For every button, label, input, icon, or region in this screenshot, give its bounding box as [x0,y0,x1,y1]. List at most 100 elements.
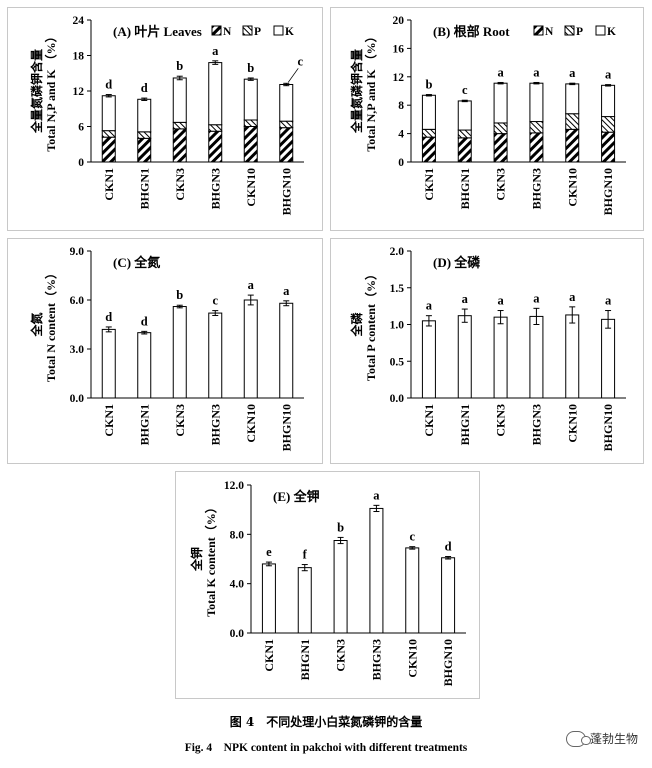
chart-svg-A: 0 6 12 18 24 (A) 叶片 Leaves 全量氮磷钾含量 Total N,P an… [29,15,304,215]
significance-letter: a [373,488,380,502]
bar [493,316,508,399]
x-category-label: BHGN10 [601,404,615,451]
chart-panel-total-n: 0.0 3.0 6.0 9.0 (C) 全氮 全氮 Total N content（%） d C… [7,238,323,464]
chart-panel-total-k: 0.0 4.0 8.0 12.0 (E) 全钾 全钾 Total K content（%） e… [175,471,480,699]
significance-letter: b [176,288,183,302]
y-tick-label: 0.0 [230,628,245,640]
y-tick-label: 16 [393,43,405,55]
bar-segment-n [565,128,580,163]
bar-segment-n [493,133,508,163]
x-category-label: BHGN1 [298,639,312,680]
bar-segment-p [601,116,616,133]
significance-letter: a [462,292,469,306]
chart-title: (D) 全磷 [433,255,481,270]
x-category-label: BHGN3 [208,168,222,209]
wechat-icon [565,730,591,747]
bar [243,299,258,399]
significance-letter: a [533,291,540,305]
x-category-label: BHGN3 [369,639,383,680]
chart-title: (C) 全氮 [113,255,160,270]
significance-letter: a [605,68,612,82]
y-axis-label-en: Total N,P and K （%） [43,30,58,151]
bar [261,563,276,634]
significance-letter: a [569,290,576,304]
bar-segment-n [279,127,294,163]
legend-label: K [607,26,616,38]
bar-segment-k [421,94,436,130]
x-category-label: CKN10 [405,639,419,678]
y-tick-label: 0.0 [390,393,405,405]
bar [208,312,223,399]
chart-panel-leaves: 0 6 12 18 24 (A) 叶片 Leaves 全量氮磷钾含量 Total N,P an… [7,7,323,231]
bar [297,567,312,634]
significance-letter: a [605,294,612,308]
bar-segment-p [457,129,472,139]
legend-label: P [576,26,583,38]
significance-letter: a [569,66,576,80]
bar-segment-k [172,77,187,123]
bar-segment-k [493,82,508,124]
legend-label: P [254,26,261,38]
x-category-label: CKN1 [262,639,276,672]
x-category-label: CKN10 [244,168,258,207]
x-category-label: CKN1 [102,404,116,437]
bar-segment-k [208,62,223,126]
bar [101,328,116,399]
y-axis-label-cn: 全量氮磷钾含量 [29,49,44,134]
y-tick-label: 2.0 [390,246,405,258]
y-tick-label: 6.0 [70,295,85,307]
significance-letter: a [248,278,255,292]
bar-segment-p [172,121,187,130]
significance-letter: d [141,314,148,328]
bar [369,507,384,634]
x-category-label: CKN3 [334,639,348,672]
bar-segment-k [457,100,472,131]
y-tick-label: 0.5 [390,356,405,368]
x-category-label: CKN3 [173,168,187,201]
significance-letter: a [283,284,290,298]
bar-segment-p [565,113,580,130]
bar-segment-n [208,130,223,163]
significance-letter: a [212,44,219,58]
legend-swatch-k [595,25,606,36]
significance-letter: c [462,83,468,97]
x-category-label: CKN10 [565,168,579,207]
legend-swatch-p [564,25,575,36]
bar [565,314,580,399]
bar-segment-p [101,130,116,138]
bar-segment-n [243,126,258,163]
bar-segment-k [529,82,544,123]
bar-segment-p [243,119,258,128]
x-category-label: BHGN3 [529,168,543,209]
chart-title: (E) 全钾 [273,489,320,504]
significance-letter: d [445,540,452,554]
y-axis-label-cn: 全钾 [189,547,204,572]
y-tick-label: 0.0 [70,393,85,405]
y-tick-label: 4 [398,129,404,141]
legend-label: N [223,26,232,38]
significance-letter: b [337,520,344,534]
legend-swatch-p [242,25,253,36]
bar [279,302,294,399]
x-category-label: CKN1 [102,168,116,201]
y-tick-label: 4.0 [230,579,245,591]
x-category-label: CKN3 [173,404,187,437]
bar [333,540,348,634]
bar-segment-n [137,137,152,163]
significance-letter: d [141,81,148,95]
x-category-label: CKN1 [422,404,436,437]
bar-segment-k [101,95,116,132]
y-tick-label: 18 [73,51,85,63]
x-category-label: CKN10 [244,404,258,443]
bar [529,315,544,399]
bar-segment-p [279,120,294,129]
bar-segment-k [565,83,580,115]
bar [601,318,616,399]
legend-swatch-n [533,25,544,36]
bar-segment-k [279,83,294,122]
significance-letter: a [426,299,433,313]
bar [457,315,472,399]
x-category-label: CKN3 [494,404,508,437]
bar-segment-n [101,136,116,163]
